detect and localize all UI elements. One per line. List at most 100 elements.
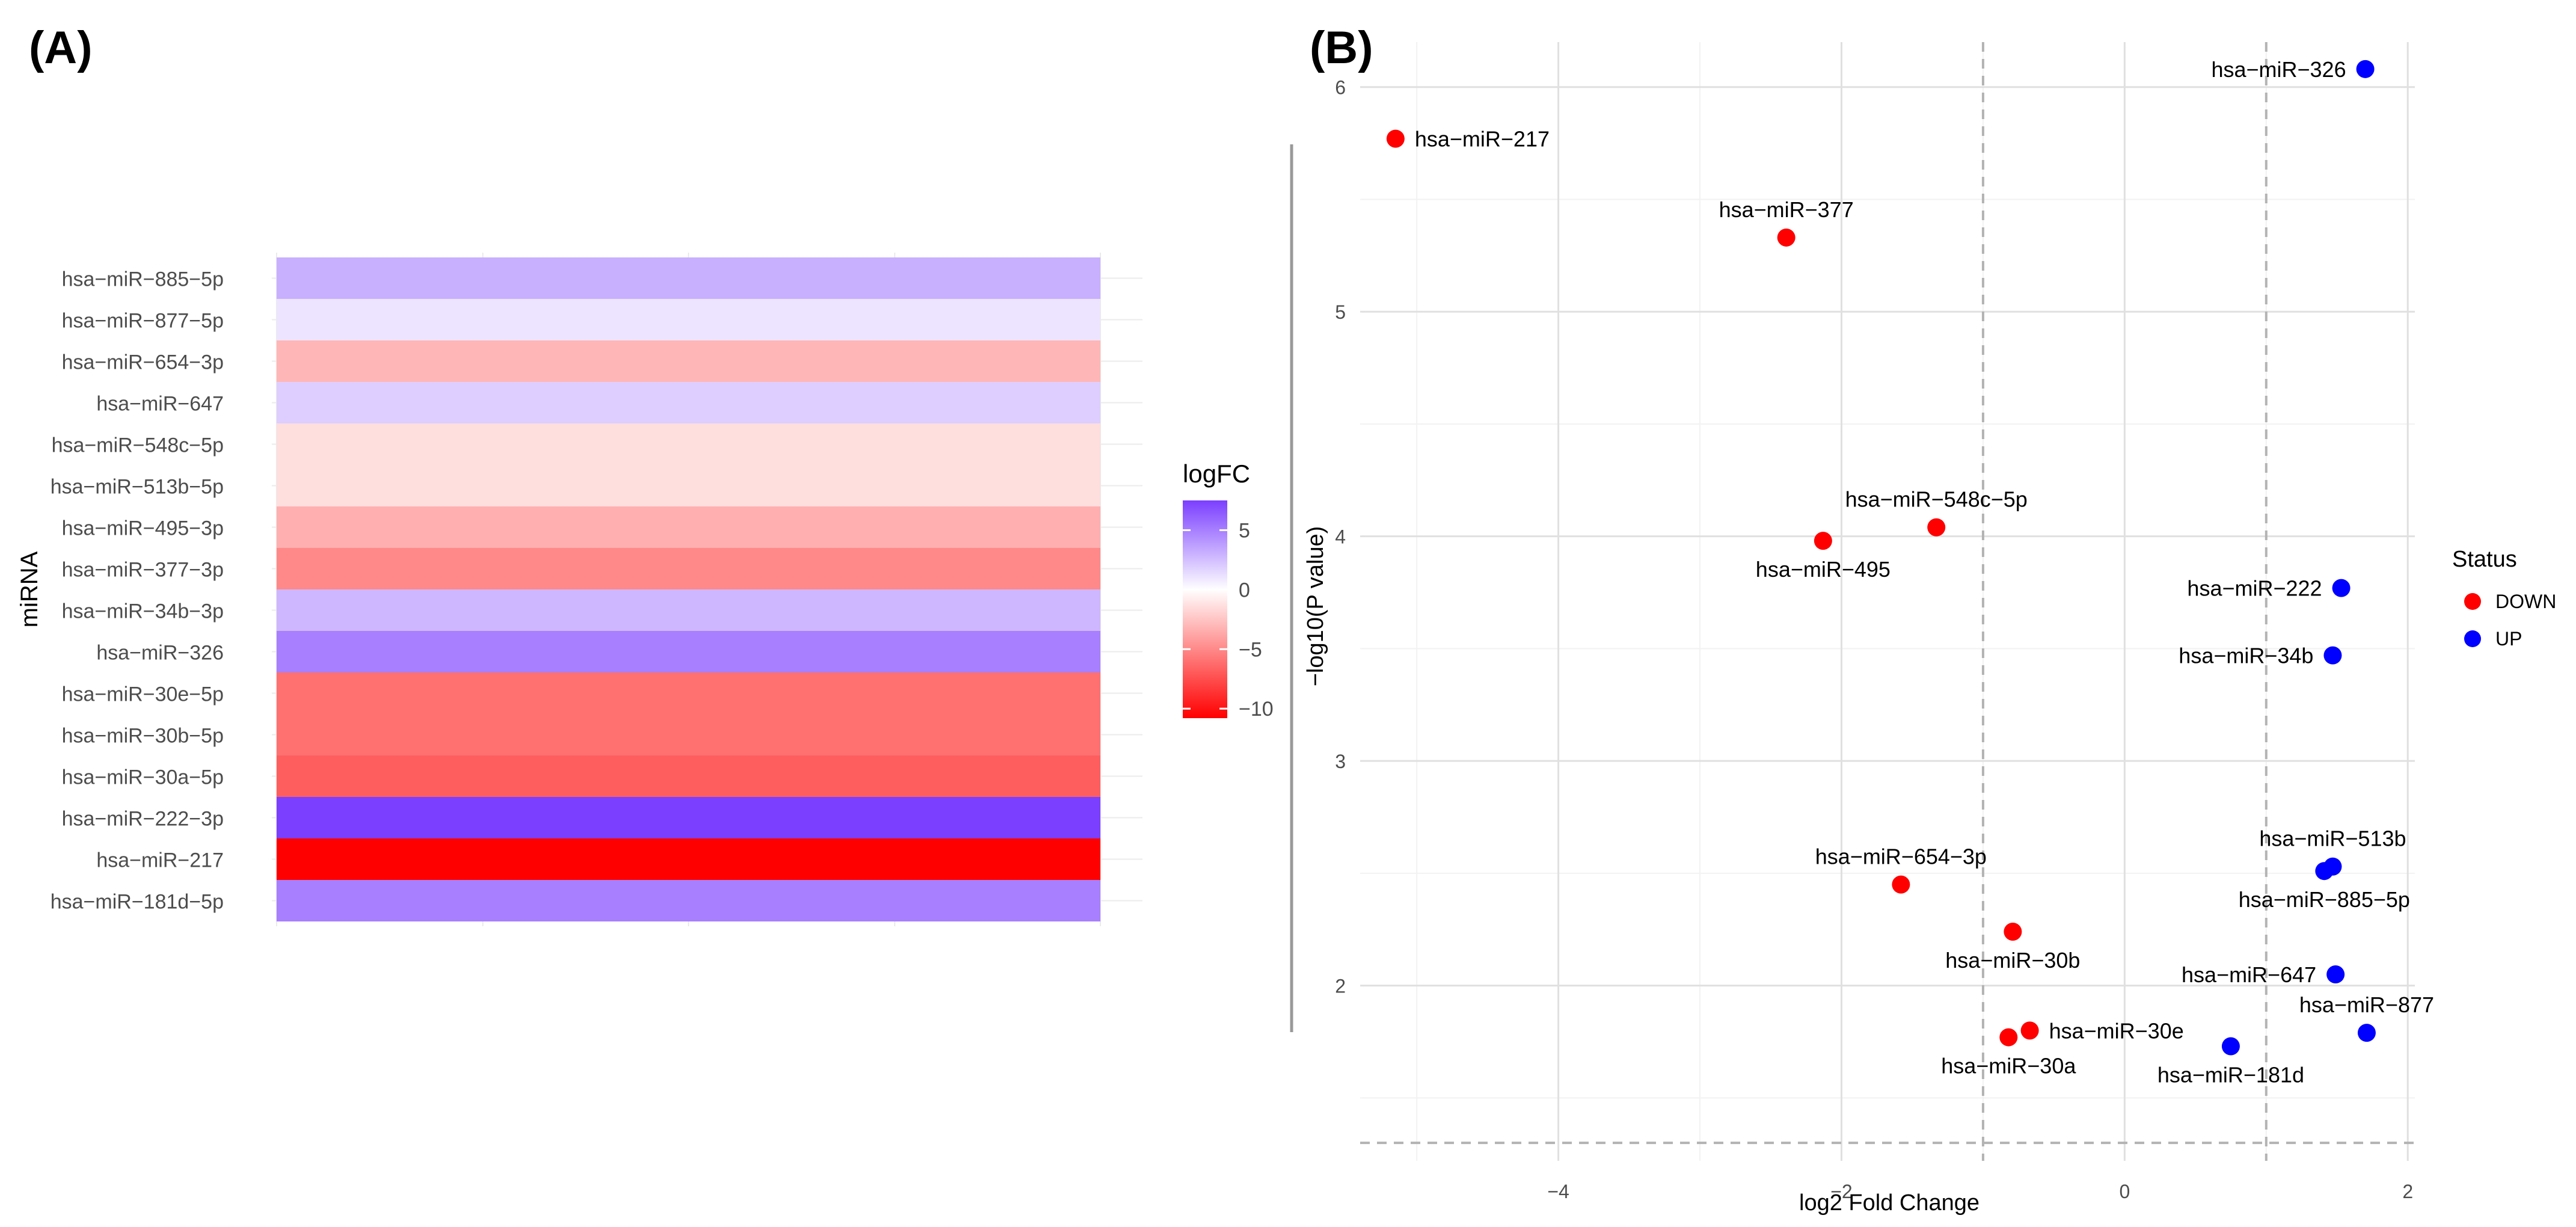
heatmap-row-label: hsa−miR−30e−5p (62, 683, 224, 706)
volcano-threshold-lines (1360, 42, 2415, 1161)
volcano-point (2332, 579, 2351, 597)
legend-tick-label: −10 (1239, 698, 1274, 721)
panel-b-label: (B) (1310, 22, 1373, 73)
legend-tick-label: −5 (1239, 638, 1262, 661)
heatmap-cell (277, 423, 1100, 465)
volcano-point-label: hsa−miR−181d (2157, 1063, 2304, 1087)
heatmap-row-label: hsa−miR−30a−5p (62, 766, 224, 789)
heatmap-cells (277, 257, 1100, 921)
volcano-point (2326, 965, 2345, 983)
volcano-point-label: hsa−miR−548c−5p (1845, 487, 2028, 512)
volcano-y-tick-labels: 2 3 4 5 6 (1335, 77, 1346, 997)
heatmap-cell (277, 714, 1100, 755)
volcano-y-tick-label: 4 (1335, 526, 1346, 548)
volcano-point-label: hsa−miR−513b (2259, 826, 2406, 851)
volcano-gridlines (1360, 42, 2415, 1161)
volcano-point-label: hsa−miR−34b (2179, 644, 2313, 668)
heatmap-row-label: hsa−miR−885−5p (62, 268, 224, 291)
volcano-point (1386, 129, 1405, 148)
heatmap-cell (277, 257, 1100, 299)
volcano-point-label: hsa−miR−377 (1719, 197, 1854, 222)
heatmap-row-label: hsa−miR−217 (96, 849, 224, 872)
heatmap-legend-colorbar (1183, 500, 1227, 718)
volcano-legend-title: Status (2452, 547, 2517, 572)
volcano-legend: Status DOWN UP (2452, 547, 2556, 650)
heatmap-row-label: hsa−miR−647 (96, 393, 224, 416)
heatmap-cell (277, 672, 1100, 714)
volcano-x-axis-title: log2 Fold Change (1799, 1190, 1980, 1216)
volcano-point (2004, 923, 2022, 941)
volcano-point (1777, 228, 1796, 247)
volcano-point (2356, 60, 2375, 78)
heatmap-color-legend: logFC 5 0 −5 −10 (1183, 460, 1274, 721)
volcano-x-tick-label: −4 (1547, 1181, 1569, 1202)
heatmap-row-label: hsa−miR−377−3p (62, 559, 224, 582)
volcano-legend-key (2464, 593, 2481, 610)
heatmap-row-label: hsa−miR−222−3p (62, 808, 224, 831)
heatmap-row-label: hsa−miR−34b−3p (62, 600, 224, 623)
legend-tick-label: 0 (1239, 579, 1250, 601)
volcano-y-tick-label: 2 (1335, 976, 1346, 997)
heatmap-cell (277, 755, 1100, 797)
heatmap-row-label: hsa−miR−548c−5p (52, 434, 224, 457)
volcano-legend-key (2464, 630, 2481, 647)
heatmap-cell (277, 880, 1100, 921)
volcano-point-label: hsa−miR−217 (1415, 127, 1550, 152)
volcano-point-label: hsa−miR−654−3p (1815, 844, 1987, 869)
volcano-point-label: hsa−miR−885−5p (2239, 887, 2410, 912)
heatmap-y-axis-title: miRNA (16, 551, 43, 627)
volcano-x-tick-labels: −4 −2 0 2 (1547, 1181, 2413, 1202)
volcano-y-axis-title: −log10(P value) (1303, 526, 1328, 687)
volcano-x-tick-label: 2 (2402, 1181, 2413, 1202)
legend-tick-label: 5 (1239, 519, 1250, 542)
volcano-point-label: hsa−miR−877 (2299, 992, 2434, 1017)
heatmap-panel: hsa−miR−885−5p hsa−miR−877−5p hsa−miR−654−… (16, 253, 1274, 926)
heatmap-cell (277, 299, 1100, 340)
volcano-point (1927, 518, 1946, 537)
volcano-x-tick-label: −2 (1830, 1181, 1852, 1202)
volcano-legend-label: DOWN (2495, 591, 2556, 612)
heatmap-cell (277, 548, 1100, 589)
volcano-point-label: hsa−miR−30a (1941, 1054, 2076, 1078)
volcano-point (2357, 1024, 2376, 1042)
volcano-y-tick-label: 5 (1335, 301, 1346, 323)
heatmap-cell (277, 382, 1100, 423)
volcano-point (2323, 646, 2342, 665)
heatmap-cell (277, 631, 1100, 672)
panel-a-label: (A) (29, 22, 93, 73)
volcano-legend-entries: DOWN UP (2464, 591, 2556, 650)
volcano-y-tick-label: 3 (1335, 751, 1346, 772)
volcano-point-label: hsa−miR−30e (2049, 1018, 2184, 1043)
volcano-point (2020, 1021, 2039, 1040)
volcano-x-tick-label: 0 (2119, 1181, 2130, 1202)
heatmap-cell (277, 797, 1100, 838)
heatmap-row-label: hsa−miR−30b−5p (62, 725, 224, 748)
volcano-point (1892, 875, 1910, 894)
volcano-y-tick-label: 6 (1335, 77, 1346, 99)
volcano-point (1814, 532, 1832, 550)
heatmap-row-label: hsa−miR−654−3p (62, 351, 224, 374)
volcano-point-label: hsa−miR−495 (1756, 557, 1891, 582)
heatmap-row-label: hsa−miR−181d−5p (51, 891, 224, 914)
heatmap-row-label: hsa−miR−326 (96, 642, 224, 665)
volcano-point-label: hsa−miR−326 (2211, 57, 2346, 82)
volcano-point-labels: hsa−miR−326 hsa−miR−217 hsa−miR−377 hsa−miR… (1415, 57, 2434, 1087)
volcano-points (1386, 60, 2376, 1056)
heatmap-row-label: hsa−miR−513b−5p (51, 476, 224, 499)
heatmap-cell (277, 589, 1100, 631)
volcano-legend-label: UP (2495, 628, 2522, 650)
heatmap-cell (277, 506, 1100, 548)
heatmap-legend-title: logFC (1183, 460, 1250, 488)
heatmap-cell (277, 465, 1100, 506)
volcano-point (2315, 862, 2334, 881)
heatmap-row-label: hsa−miR−877−5p (62, 310, 224, 333)
volcano-point-label: hsa−miR−30b (1945, 948, 2080, 973)
heatmap-row-labels: hsa−miR−885−5p hsa−miR−877−5p hsa−miR−654−… (51, 268, 224, 914)
volcano-point-label: hsa−miR−222 (2187, 576, 2322, 601)
heatmap-legend-ticks: 5 0 −5 −10 (1183, 519, 1274, 721)
heatmap-cell (277, 838, 1100, 880)
volcano-point-label: hsa−miR−647 (2182, 962, 2316, 987)
volcano-point (1999, 1028, 2018, 1047)
